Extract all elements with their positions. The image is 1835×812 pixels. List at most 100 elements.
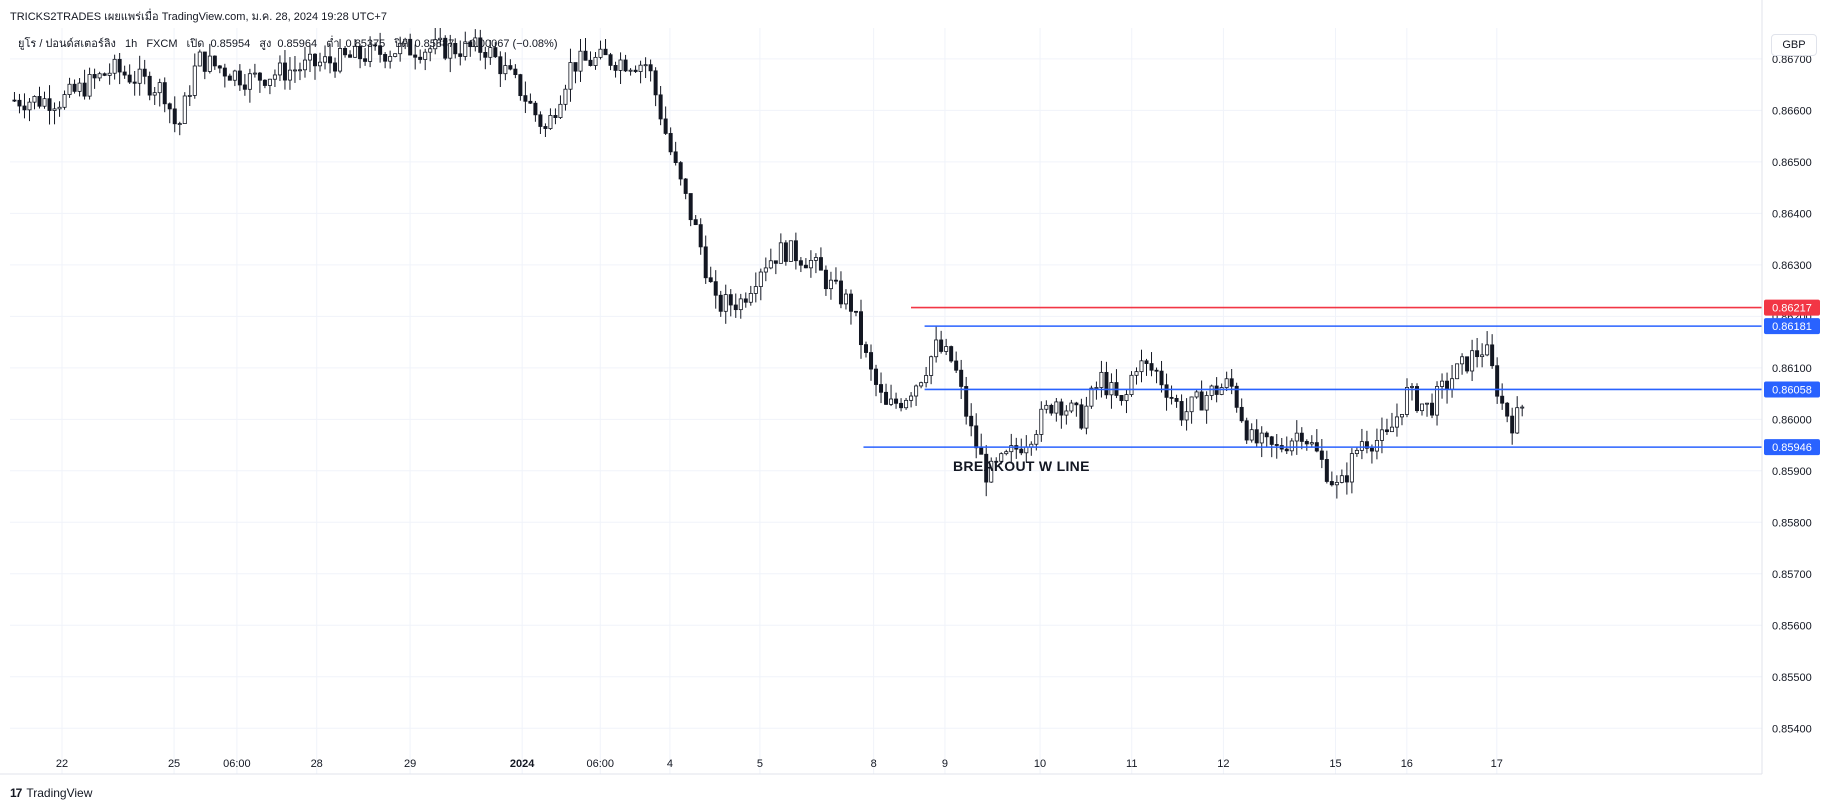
candle bbox=[999, 452, 1004, 465]
candle bbox=[373, 42, 378, 51]
symbol-name[interactable]: ยูโร / ปอนด์สเตอร์ลิง bbox=[18, 38, 116, 50]
horizontal-lines[interactable] bbox=[863, 306, 1762, 448]
candle bbox=[984, 445, 989, 497]
candle bbox=[1144, 358, 1149, 376]
candle bbox=[864, 341, 869, 358]
candle bbox=[182, 92, 187, 124]
candle bbox=[1495, 357, 1500, 404]
candle bbox=[803, 258, 808, 269]
candle bbox=[1455, 363, 1460, 380]
x-tick-label: 16 bbox=[1401, 758, 1413, 770]
candle bbox=[177, 121, 182, 136]
y-tick-label: 0.85900 bbox=[1772, 466, 1812, 478]
candle bbox=[698, 218, 703, 255]
x-tick-label: 22 bbox=[56, 758, 68, 770]
candle bbox=[62, 90, 67, 110]
candle bbox=[1154, 367, 1159, 384]
candle bbox=[1004, 449, 1009, 456]
x-tick-label: 8 bbox=[871, 758, 877, 770]
candle bbox=[919, 381, 924, 389]
candle bbox=[127, 64, 132, 84]
candle bbox=[1364, 430, 1369, 454]
candle bbox=[122, 65, 127, 79]
tradingview-logo[interactable]: 17 TradingView bbox=[10, 786, 92, 800]
change-value: −0.00067 (−0.08%) bbox=[463, 38, 558, 50]
candle bbox=[598, 40, 603, 60]
candle bbox=[192, 53, 197, 99]
candle bbox=[197, 49, 202, 67]
candle bbox=[117, 53, 122, 85]
price-label: 0.86181 bbox=[1764, 318, 1820, 335]
candle bbox=[578, 38, 583, 82]
candle bbox=[703, 235, 708, 284]
candle bbox=[848, 289, 853, 325]
candle bbox=[753, 272, 758, 303]
candle bbox=[909, 392, 914, 408]
candle bbox=[1485, 331, 1490, 357]
candle bbox=[543, 123, 548, 138]
candle bbox=[894, 392, 899, 409]
x-tick-label: 29 bbox=[404, 758, 416, 770]
candle bbox=[1184, 398, 1189, 431]
candle bbox=[1094, 381, 1099, 400]
candle bbox=[1249, 423, 1254, 443]
candle bbox=[453, 38, 458, 59]
candle bbox=[1079, 398, 1084, 430]
currency-selector[interactable]: GBP bbox=[1771, 34, 1817, 56]
candle bbox=[262, 79, 267, 89]
candle bbox=[1254, 419, 1259, 447]
candle bbox=[378, 32, 383, 63]
candle bbox=[768, 248, 773, 270]
candle bbox=[1460, 353, 1465, 375]
candle bbox=[1169, 385, 1174, 405]
candle bbox=[1520, 404, 1525, 417]
candle bbox=[72, 79, 77, 94]
candle bbox=[823, 265, 828, 296]
candle bbox=[1500, 383, 1505, 410]
x-tick-label: 15 bbox=[1329, 758, 1341, 770]
price-axis[interactable]: 0.86700 0.86600 0.86500 0.86400 0.86300 0.862… bbox=[1772, 54, 1812, 735]
candle bbox=[1299, 427, 1304, 450]
candle bbox=[1264, 431, 1269, 448]
tradingview-logo-icon: 17 bbox=[10, 786, 22, 800]
low-value: 0.85375 bbox=[345, 38, 386, 50]
candle bbox=[483, 46, 488, 70]
candle bbox=[498, 51, 503, 87]
candle bbox=[924, 366, 929, 388]
candle bbox=[588, 51, 593, 67]
candle bbox=[302, 46, 307, 78]
candle bbox=[693, 215, 698, 226]
candle bbox=[1189, 396, 1194, 424]
candle bbox=[87, 67, 92, 100]
candle bbox=[1329, 471, 1334, 487]
candle bbox=[538, 111, 543, 135]
time-axis[interactable]: 22 25 06:00 28 29 2024 06:00 4 5 8 9 10 11 12 15 16 17 bbox=[56, 758, 1503, 770]
x-tick-label: 10 bbox=[1034, 758, 1046, 770]
x-tick-label: 2024 bbox=[510, 758, 535, 770]
candle bbox=[638, 60, 643, 84]
candle bbox=[899, 398, 904, 412]
candle bbox=[1420, 403, 1425, 416]
y-tick-label: 0.85600 bbox=[1772, 620, 1812, 632]
candle bbox=[1014, 437, 1019, 459]
candle bbox=[257, 71, 262, 93]
candle bbox=[468, 39, 473, 57]
candle bbox=[242, 74, 247, 96]
breakout-annotation[interactable]: BREAKOUT W LINE bbox=[953, 458, 1090, 474]
candle bbox=[974, 413, 979, 459]
x-tick-label: 28 bbox=[311, 758, 323, 770]
candle bbox=[338, 38, 343, 74]
candle bbox=[558, 95, 563, 120]
candle bbox=[748, 285, 753, 306]
price-label-text: 0.86058 bbox=[1772, 384, 1812, 396]
y-tick-label: 0.85700 bbox=[1772, 569, 1812, 581]
price-label-text: 0.86181 bbox=[1772, 321, 1812, 333]
candle bbox=[167, 102, 172, 124]
candle bbox=[297, 62, 302, 81]
candle bbox=[678, 161, 683, 186]
candle bbox=[688, 193, 693, 227]
candle bbox=[67, 77, 72, 98]
y-tick-label: 0.86100 bbox=[1772, 363, 1812, 375]
candle bbox=[237, 64, 242, 91]
